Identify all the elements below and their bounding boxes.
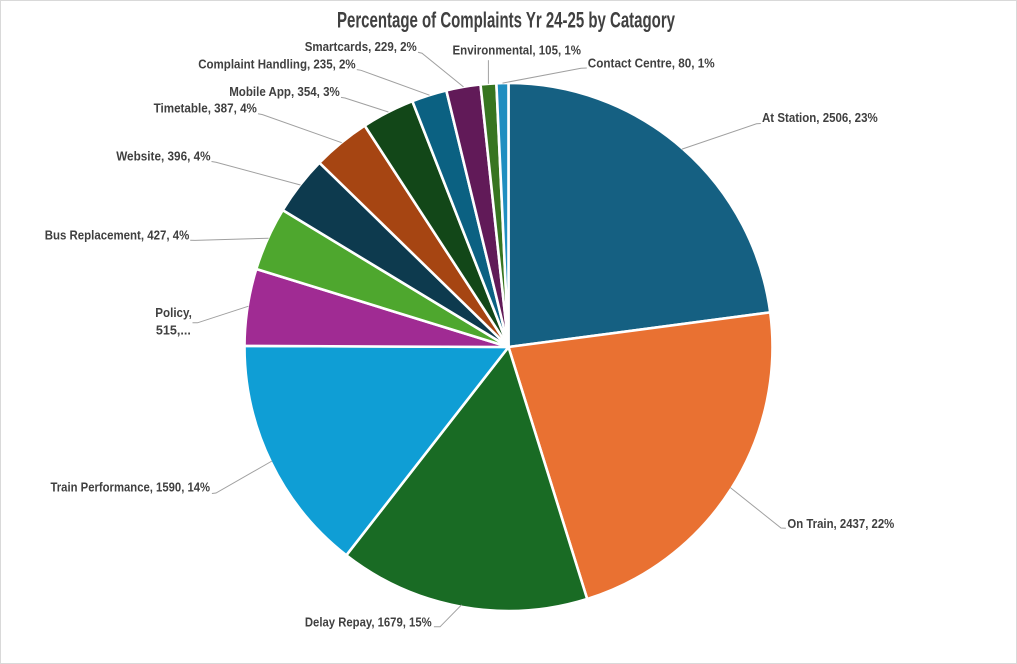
svg-text:Environmental, 105, 1%: Environmental, 105, 1% [453,44,582,58]
svg-text:Smartcards, 229, 2%: Smartcards, 229, 2% [305,40,417,54]
svg-text:At Station, 2506, 23%: At Station, 2506, 23% [762,111,878,125]
svg-text:Train Performance, 1590, 14: Train Performance, 1590, 14% [51,481,211,495]
svg-text:Mobile App, 354, 3%: Mobile App, 354, 3% [229,85,340,99]
svg-text:Bus Replacement, 427, 4%: Bus Replacement, 427, 4% [45,229,190,243]
svg-text:Contact Centre, 80, 1%: Contact Centre, 80, 1% [588,56,715,70]
svg-text:515,...: 515,... [156,323,191,337]
svg-text:On Train, 2437, 22%: On Train, 2437, 22% [787,517,894,531]
svg-text:Timetable, 387, 4%: Timetable, 387, 4% [154,102,257,116]
svg-text:Policy,: Policy, [155,306,192,320]
svg-text:Delay Repay, 1679, 15%: Delay Repay, 1679, 15% [305,616,432,630]
svg-text:Percentage of Complaints Yr 24: Percentage of Complaints Yr 24-25 by Cat… [337,8,676,33]
svg-text:Website, 396, 4%: Website, 396, 4% [116,150,210,164]
svg-text:Complaint Handling, 235, 2%: Complaint Handling, 235, 2% [198,57,356,71]
